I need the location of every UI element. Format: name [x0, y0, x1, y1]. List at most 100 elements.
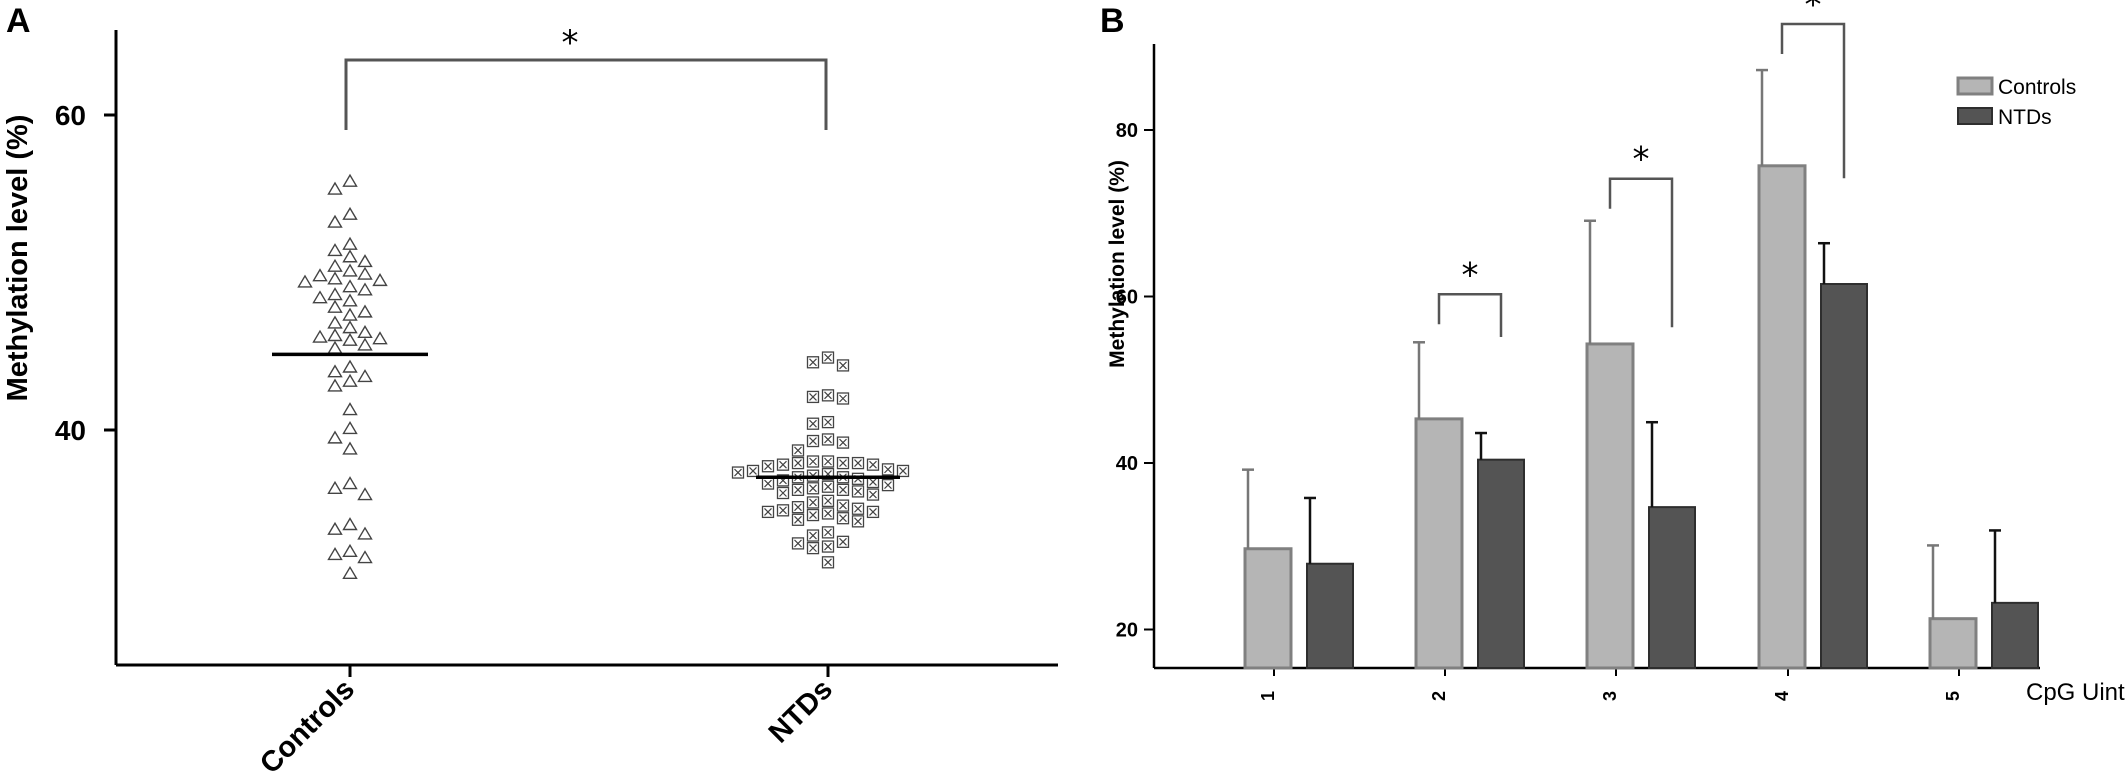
- ntds-point-cross: [839, 514, 847, 523]
- ntds-point-box: [806, 417, 820, 430]
- ntds-point: [821, 494, 835, 508]
- ntds-point-cross: [809, 393, 817, 401]
- ntds-point-cross: [794, 446, 802, 455]
- panel-a-label: A: [6, 2, 31, 40]
- panel-a-y-tick-label: 60: [55, 100, 86, 131]
- ntds-point-box: [821, 540, 835, 553]
- ntds-point-cross: [824, 482, 832, 491]
- ntds-point-cross: [794, 515, 802, 524]
- ntds-point-box: [731, 466, 745, 479]
- ntds-point-box: [821, 433, 835, 446]
- ntds-point-box: [836, 456, 850, 470]
- ntds-point-box: [866, 505, 880, 519]
- ntds-point-cross: [824, 391, 832, 400]
- controls-point: [342, 421, 358, 435]
- ntds-point-cross: [824, 353, 832, 362]
- ntds-point: [821, 351, 835, 364]
- ntds-point: [791, 537, 805, 550]
- ntds-point: [851, 515, 865, 528]
- legend-controls-label: Controls: [1998, 76, 2076, 99]
- controls-point: [327, 480, 343, 494]
- controls-point: [342, 293, 358, 307]
- controls-point: [342, 332, 358, 346]
- controls-point: [327, 243, 343, 257]
- ntds-point: [791, 483, 805, 497]
- ntds-point-box: [821, 526, 835, 539]
- controls-point: [327, 364, 343, 378]
- ntds-point: [806, 417, 820, 430]
- ntds-point: [881, 463, 895, 476]
- ntds-point: [806, 496, 820, 509]
- controls-point: [327, 521, 343, 535]
- ntds-point: [776, 458, 790, 471]
- ntds-point-cross: [794, 459, 802, 467]
- ntds-point-box: [881, 478, 895, 492]
- ntds-point-cross: [734, 468, 742, 477]
- controls-bar: [1414, 417, 1464, 670]
- ntds-point-cross: [824, 509, 832, 518]
- ntds-point-box: [851, 515, 865, 528]
- ntds-point-cross: [824, 418, 832, 427]
- panel-b-significance-star: *: [1805, 0, 1822, 25]
- controls-point: [372, 331, 388, 345]
- ntds-point-box: [791, 537, 805, 550]
- ntds-point-box: [821, 351, 835, 364]
- ntds-point-cross: [749, 467, 757, 475]
- ntds-point: [791, 444, 805, 457]
- ntds-point: [821, 455, 835, 468]
- ntds-point-box: [806, 541, 820, 555]
- ntds-point-cross: [854, 459, 862, 467]
- ntds-point-cross: [869, 490, 877, 499]
- legend-ntds-label: NTDs: [1998, 106, 2052, 129]
- ntds-point: [836, 483, 850, 497]
- ntds-point-cross: [839, 438, 847, 447]
- ntds-point: [851, 502, 865, 515]
- ntds-point: [821, 540, 835, 553]
- ntds-point-cross: [824, 558, 832, 567]
- panel-b-significance-star: *: [1633, 140, 1650, 180]
- ntds-point: [791, 513, 805, 526]
- ntds-point-cross: [779, 489, 787, 497]
- ntds-point-cross: [794, 539, 802, 548]
- ntds-point-cross: [839, 361, 847, 370]
- ntds-point-cross: [869, 460, 877, 469]
- ntds-point-cross: [764, 507, 772, 516]
- panel-b-legend: Controls NTDs: [1956, 76, 2076, 129]
- controls-point: [357, 324, 373, 339]
- panel-b-plot: 20 40 60 80 1 2 3 4 5 * * * Controls NTDs: [1116, 0, 2076, 701]
- ntds-bar: [1820, 283, 1868, 669]
- controls-point: [327, 287, 343, 301]
- ntds-point: [776, 486, 790, 500]
- ntds-point-cross: [779, 460, 787, 469]
- controls-point: [327, 315, 343, 329]
- ntds-point-cross: [884, 481, 892, 490]
- panel-a-significance-bracket: [344, 58, 828, 130]
- ntds-point-cross: [824, 542, 832, 551]
- ntds-point-box: [806, 482, 820, 495]
- ntds-point-cross: [839, 537, 847, 546]
- ntds-point: [746, 464, 760, 478]
- panel-a-x-tick-label: NTDs: [763, 673, 839, 749]
- panel-b-x-tick-label: 4: [1772, 691, 1792, 701]
- ntds-point-box: [836, 359, 850, 372]
- ntds-point: [761, 460, 775, 473]
- ntds-point: [806, 482, 820, 495]
- ntds-point-box: [821, 455, 835, 468]
- ntds-point: [866, 505, 880, 519]
- ntds-point-box: [851, 502, 865, 515]
- ntds-point: [806, 390, 820, 404]
- panel-b-x-tick-label: 5: [1943, 691, 1963, 701]
- panel-b-y-tick-label: 20: [1116, 620, 1138, 642]
- ntds-point-cross: [809, 437, 817, 445]
- controls-bar: [1243, 547, 1293, 670]
- ntds-point: [821, 526, 835, 539]
- ntds-point: [791, 501, 805, 514]
- panel-b-significance-bracket: [1780, 22, 1846, 179]
- controls-point: [342, 249, 358, 263]
- controls-point: [357, 550, 373, 564]
- ntds-point-cross: [824, 496, 832, 505]
- panel-a-significance-star: *: [562, 23, 579, 63]
- ntds-point-cross: [839, 501, 847, 510]
- ntds-point-box: [791, 444, 805, 457]
